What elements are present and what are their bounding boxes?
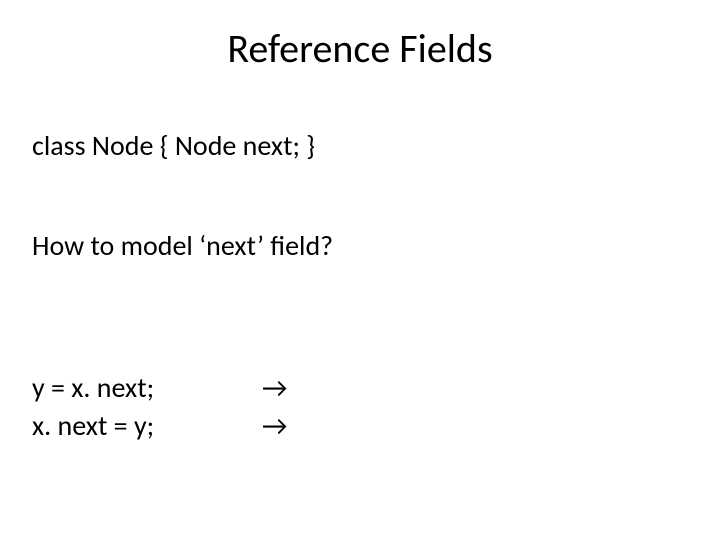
code-line-class-def: class Node { Node next; } — [32, 128, 315, 163]
arrow-icon: → — [262, 408, 287, 443]
arrow-icon: → — [262, 370, 287, 405]
slide: Reference Fields class Node { Node next;… — [0, 0, 720, 540]
question-line: How to model ‘next’ field? — [32, 228, 333, 263]
slide-title: Reference Fields — [0, 24, 720, 73]
assignment-2-lhs: x. next = y; — [32, 408, 154, 443]
assignment-1-lhs: y = x. next; — [32, 370, 154, 405]
